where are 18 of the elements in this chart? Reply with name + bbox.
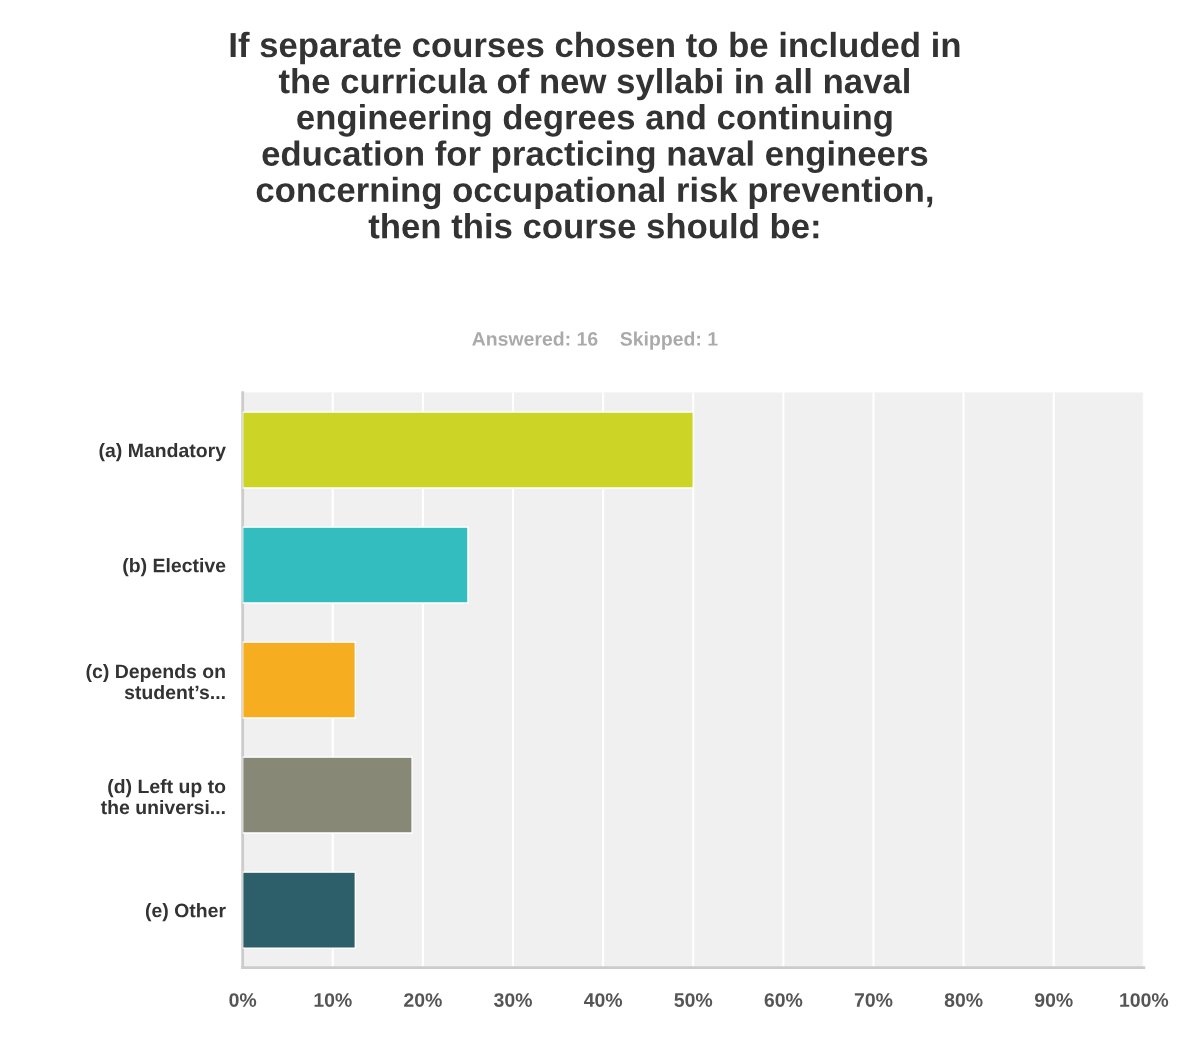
- x-tick-label: 80%: [944, 993, 983, 1007]
- y-tick-label: (d) Left up to the universi...: [100, 779, 226, 815]
- y-tick-label: (a) Mandatory: [99, 443, 226, 462]
- x-tick-label: 30%: [494, 993, 532, 1007]
- x-tick-label: 50%: [674, 993, 713, 1007]
- x-tick-label: 20%: [404, 993, 442, 1007]
- x-tick-label: 60%: [764, 993, 803, 1007]
- x-tick-label: 0%: [229, 993, 257, 1007]
- x-tick-label: 40%: [583, 993, 623, 1007]
- y-tick-label: (c) Depends on student’s...: [86, 663, 225, 700]
- chart-subtitle: Answered: 16 Skipped: 1: [472, 331, 718, 350]
- chart-title: If separate courses chosen to be included in the curricula of new syllabi in all naval engineering degrees and continuing education for practicing naval engineers concerning occupational risk prevention, then this course should be:: [230, 31, 960, 239]
- x-tick-label: 90%: [1034, 993, 1073, 1007]
- x-tick-label: 10%: [314, 993, 352, 1007]
- y-tick-label: (b) Elective: [123, 558, 226, 577]
- x-tick-label: 100%: [1120, 993, 1169, 1007]
- x-tick-label: 70%: [854, 993, 893, 1007]
- y-tick-label: (e) Other: [145, 903, 226, 922]
